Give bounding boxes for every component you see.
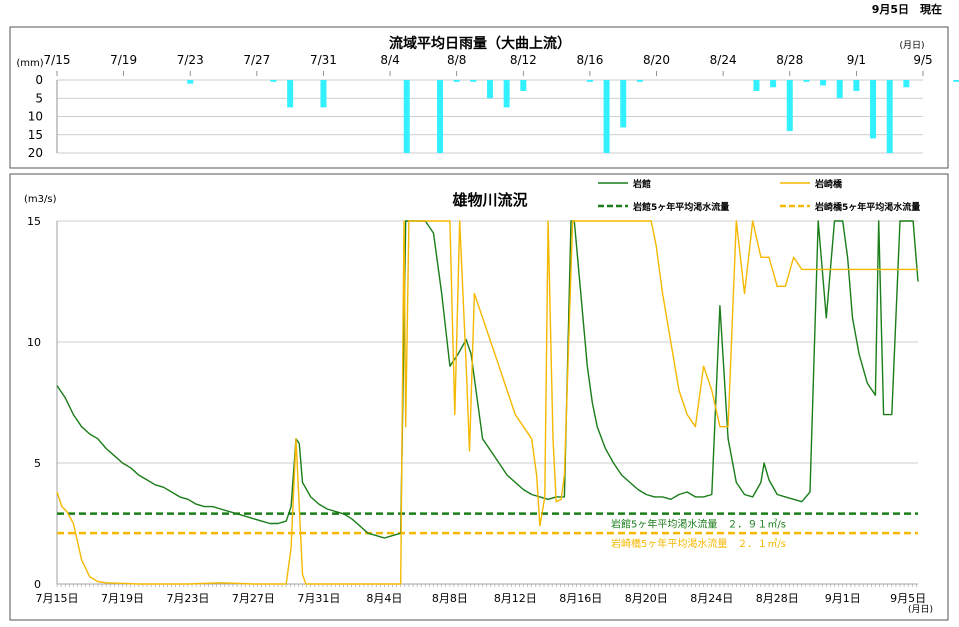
flow-x-tick-label: 8月8日 <box>432 592 468 605</box>
flow-x-tick-label: 7月19日 <box>101 592 144 605</box>
rainfall-x-unit: (月日) <box>899 40 924 51</box>
rainfall-bar <box>836 80 843 99</box>
flow-x-tick-label: 7月31日 <box>297 592 340 605</box>
rainfall-x-tick-label: 7/27 <box>243 53 270 67</box>
rainfall-y-tick-label: 5 <box>35 91 43 105</box>
flow-y-tick-label: 10 <box>27 336 41 349</box>
rainfall-x-tick-label: 8/12 <box>510 53 537 67</box>
flow-panel-border <box>9 173 949 621</box>
rainfall-y-tick-label: 20 <box>28 146 43 160</box>
flow-reference-label: 岩崎橋5ヶ年平均渇水流量 ２．１㎥/s <box>611 537 786 550</box>
rainfall-bar <box>886 80 893 153</box>
current-date-label: 9月5日 現在 <box>872 2 942 16</box>
rainfall-bar <box>487 80 493 99</box>
flow-series-line-1 <box>56 220 918 585</box>
flow-x-tick-label: 8月12日 <box>494 592 537 605</box>
rainfall-y-tick-label: 15 <box>28 128 43 142</box>
rainfall-x-tick-label: 8/8 <box>447 53 466 67</box>
rainfall-bar <box>520 80 527 91</box>
rainfall-x-tick-label: 7/23 <box>177 53 204 67</box>
rainfall-bar <box>870 80 877 139</box>
legend-label-iwadate-avg: 岩館5ヶ年平均渇水流量 <box>632 201 729 213</box>
rainfall-x-tick-label: 8/16 <box>576 53 603 67</box>
rainfall-bar <box>953 80 959 82</box>
rainfall-x-tick-label: 8/20 <box>643 53 670 67</box>
rainfall-x-tick-label: 9/5 <box>913 53 932 67</box>
flow-y-tick-label: 0 <box>34 578 41 591</box>
rainfall-bar <box>603 80 610 153</box>
rainfall-y-tick-label: 0 <box>35 73 43 87</box>
flow-x-tick-labels: 7月15日 7月19日 7月23日 7月27日 7月31日 8月4日 8月8日 8月12日 8月… <box>36 592 927 605</box>
flow-series-line-0 <box>56 220 919 539</box>
legend-label-iwasakibashi: 岩崎橋 <box>814 178 843 190</box>
rainfall-x-tick-label: 8/28 <box>776 53 803 67</box>
rainfall-bar <box>903 80 910 88</box>
flow-y-tick-labels: 0 5 10 15 <box>27 215 41 591</box>
flow-x-tick-label: 9月1日 <box>825 592 861 605</box>
flow-series <box>56 220 919 585</box>
flow-x-tick-label: 7月23日 <box>166 592 209 605</box>
rainfall-bar <box>287 80 294 108</box>
rainfall-bar <box>820 80 827 86</box>
rainfall-x-tick-labels: 7/15 7/19 7/23 7/27 7/31 8/4 8/8 8/12 8/16 8/20 8/… <box>44 53 933 67</box>
flow-x-tick-label: 8月4日 <box>366 592 402 605</box>
flow-panel: 雄物川流況 (m3/s) (月日) 岩館 岩崎橋 岩館5ヶ年平均渇水流量 岩崎橋… <box>9 173 949 621</box>
flow-x-tick-label: 9月5日 <box>890 592 926 605</box>
flow-y-tick-label: 15 <box>27 215 41 228</box>
rainfall-bar <box>853 80 860 91</box>
rainfall-x-tick-label: 7/15 <box>44 53 71 67</box>
rainfall-gridlines <box>56 71 924 154</box>
flow-y-tick-label: 5 <box>34 457 41 470</box>
rainfall-bar <box>770 80 777 88</box>
rainfall-bar <box>803 80 810 82</box>
flow-x-tick-label: 8月28日 <box>756 592 799 605</box>
rainfall-bar <box>470 80 477 82</box>
rainfall-x-tick-label: 8/4 <box>380 53 399 67</box>
rainfall-bar <box>586 80 593 82</box>
rainfall-bar <box>403 80 410 153</box>
rainfall-x-tick-label: 7/31 <box>310 53 337 67</box>
rainfall-y-tick-labels: 0 5 10 15 20 <box>28 73 43 160</box>
flow-x-tick-label: 8月16日 <box>559 592 602 605</box>
rainfall-y-unit: (mm) <box>16 58 43 69</box>
flow-reference-label: 岩館5ヶ年平均渇水流量 ２．９１㎥/s <box>611 518 786 531</box>
rainfall-bar <box>437 80 444 153</box>
legend-label-iwasakibashi-avg: 岩崎橋5ヶ年平均渇水流量 <box>814 201 920 213</box>
rainfall-x-tick-label: 9/1 <box>847 53 866 67</box>
flow-x-tick-label: 7月15日 <box>36 592 79 605</box>
rainfall-bar <box>636 80 643 82</box>
rainfall-bar <box>270 80 277 82</box>
rainfall-title: 流域平均日雨量（大曲上流） <box>389 35 571 52</box>
rainfall-bar <box>187 80 194 84</box>
rainfall-y-tick-label: 10 <box>28 110 43 124</box>
rainfall-x-tick-label: 8/24 <box>710 53 737 67</box>
rainfall-bar <box>320 80 327 108</box>
rainfall-panel: 流域平均日雨量（大曲上流） (mm) (月日) 7/15 7/19 7/23 7/27… <box>9 26 959 169</box>
rainfall-bar <box>503 80 510 108</box>
legend-label-iwadate: 岩館 <box>632 178 651 190</box>
rainfall-bar <box>786 80 793 132</box>
rainfall-bar <box>453 80 460 82</box>
rainfall-bar <box>620 80 627 128</box>
flow-y-unit: (m3/s) <box>24 194 57 205</box>
flow-x-tick-label: 7月27日 <box>232 592 275 605</box>
rainfall-bars <box>187 80 959 153</box>
flow-x-tick-label: 8月20日 <box>625 592 668 605</box>
flow-x-unit: (月日) <box>908 604 933 615</box>
flow-title: 雄物川流況 <box>451 191 527 209</box>
rainfall-x-tick-label: 7/19 <box>110 53 137 67</box>
flow-legend: 岩館 岩崎橋 岩館5ヶ年平均渇水流量 岩崎橋5ヶ年平均渇水流量 <box>598 178 920 213</box>
flow-reference-lines: 岩館5ヶ年平均渇水流量 ２．９１㎥/s 岩崎橋5ヶ年平均渇水流量 ２．１㎥/s <box>57 512 918 550</box>
flow-x-tick-label: 8月24日 <box>690 592 733 605</box>
rainfall-bar <box>753 80 760 91</box>
